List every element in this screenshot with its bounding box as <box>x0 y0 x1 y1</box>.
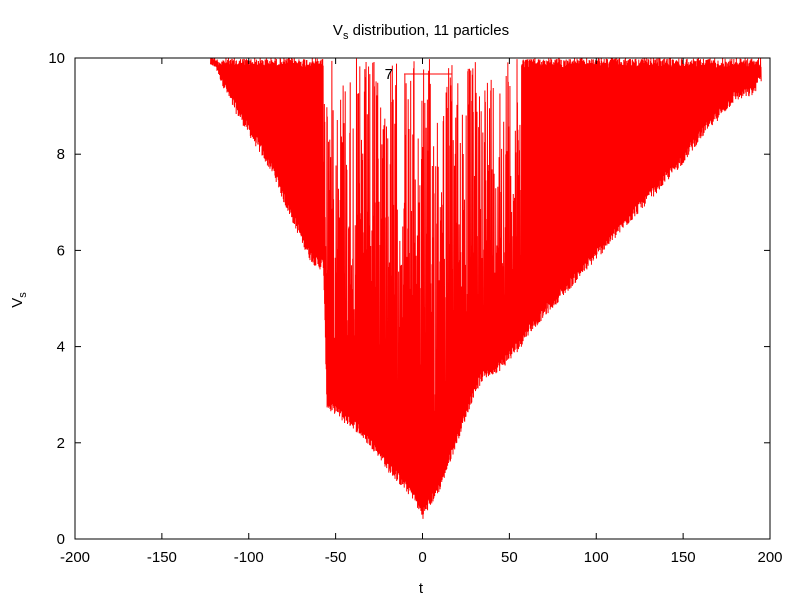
series-7-line <box>210 57 762 519</box>
legend: 7 <box>385 66 452 83</box>
y-tick-label: 4 <box>57 339 65 356</box>
axis-ticks: -200 -150 -100 -50 0 50 100 150 200 0 2 4 6 8 10 <box>48 50 782 566</box>
y-tick-label: 8 <box>57 146 65 163</box>
x-tick-label: -100 <box>234 549 264 566</box>
y-axis-label-subscript: s <box>17 292 29 298</box>
chart-title-rest: distribution, 11 particles <box>348 22 509 39</box>
x-tick-label: 200 <box>757 549 782 566</box>
chart-title-subscript: s <box>343 30 349 42</box>
x-tick-label: 0 <box>418 549 426 566</box>
x-axis-label: t <box>419 580 424 597</box>
series-layer <box>210 57 762 519</box>
x-tick-label: 50 <box>501 549 518 566</box>
legend-label: 7 <box>385 66 393 83</box>
x-tick-label: 100 <box>584 549 609 566</box>
y-tick-label: 6 <box>57 242 65 259</box>
x-tick-label: 150 <box>671 549 696 566</box>
chart-title: Vs distribution, 11 particles <box>333 22 509 42</box>
x-tick-label: -150 <box>147 549 177 566</box>
y-axis-label-main: V <box>9 298 26 308</box>
y-tick-label: 0 <box>57 531 65 548</box>
y-tick-label: 10 <box>48 50 65 67</box>
x-tick-label: -50 <box>325 549 347 566</box>
y-axis-label: Vs <box>9 292 29 308</box>
x-tick-label: -200 <box>60 549 90 566</box>
y-tick-label: 2 <box>57 435 65 452</box>
chart-title-main: V <box>333 22 343 39</box>
